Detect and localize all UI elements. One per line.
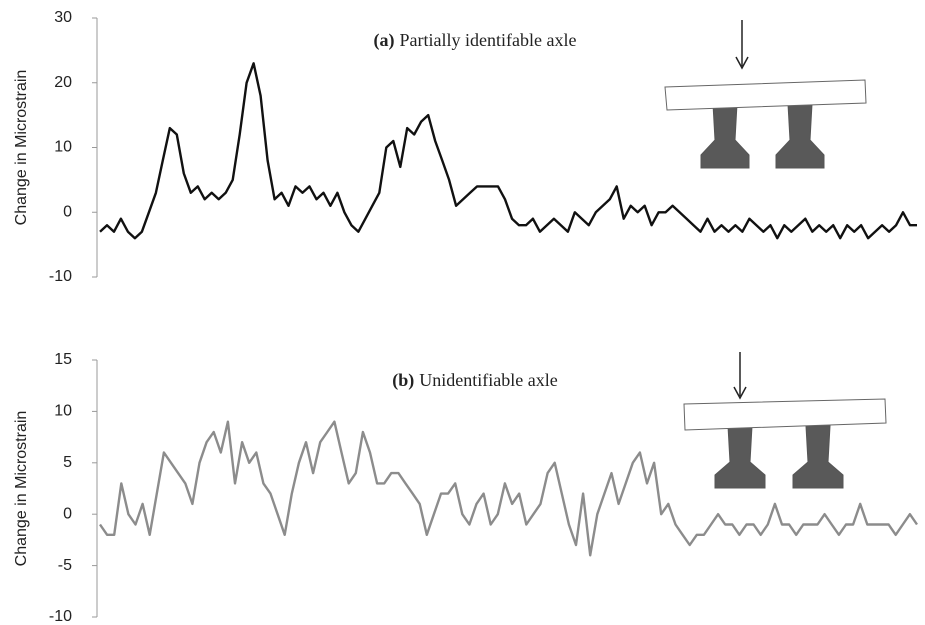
y-tick-label: 20 (54, 74, 72, 91)
bridge-diagram-a (665, 20, 866, 168)
y-axis-label: Change in Microstrain (13, 70, 30, 226)
y-tick-label: 30 (54, 9, 72, 26)
y-axis-label: Change in Microstrain (13, 411, 30, 567)
y-tick-label: 0 (63, 505, 72, 522)
y-tick-label: 0 (63, 203, 72, 220)
y-tick-label: 10 (54, 403, 72, 420)
y-tick-label: 5 (63, 454, 72, 471)
y-tick-label: 10 (54, 139, 72, 156)
y-tick-label: 15 (54, 351, 72, 368)
panel-title-text: Partially identifable axle (400, 30, 577, 50)
panel-title-text: Unidentifiable axle (419, 370, 557, 390)
bridge-diagram-b (684, 352, 886, 488)
panel-label: (a) (374, 30, 395, 51)
y-tick-label: -10 (49, 608, 72, 625)
panel-title: (a)Partially identifable axle (374, 30, 577, 51)
figure: -10 0 10 20 30 Change in Microstrain (a)Partia… (0, 0, 925, 625)
y-tick-label: -5 (58, 557, 72, 574)
panel-title: (b)Unidentifiable axle (392, 370, 557, 391)
panel-label: (b) (392, 370, 414, 391)
y-tick-label: -10 (49, 268, 72, 285)
